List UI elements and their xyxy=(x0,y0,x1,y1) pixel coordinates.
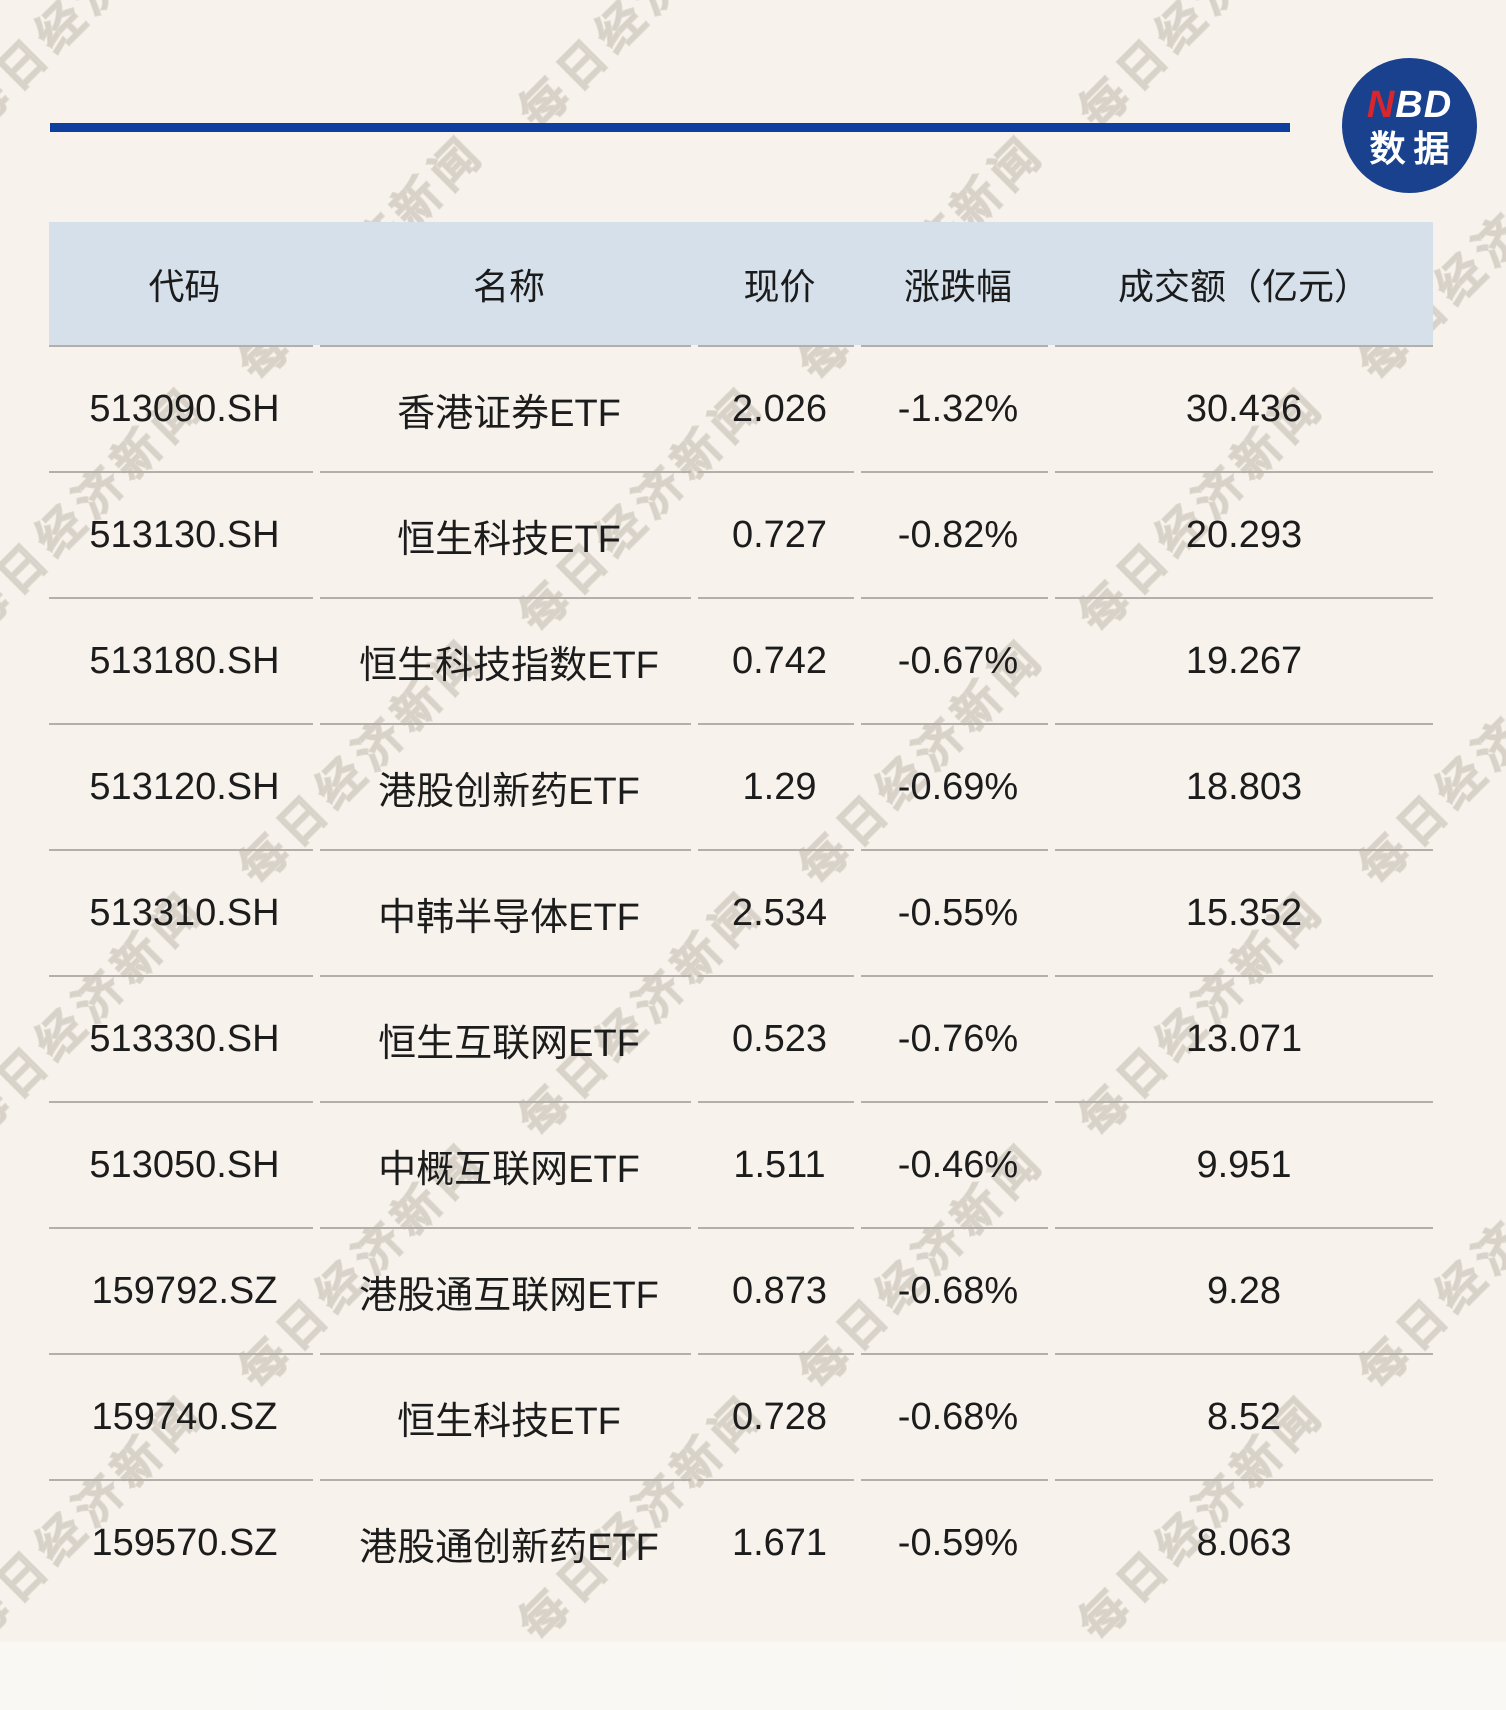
nbd-logo: NBD 数据 xyxy=(1342,58,1477,193)
etf-table: 代码 名称 现价 涨跌幅 成交额（亿元） 513090.SH 香港证券ETF 2… xyxy=(49,222,1433,1605)
name-cell: 恒生科技ETF xyxy=(397,518,621,561)
column-header-code: 代码 xyxy=(148,265,221,307)
table-row: 159792.SZ 港股通互联网ETF 0.873 -0.68% 9.28 xyxy=(49,1229,1433,1353)
change-cell: -0.55% xyxy=(897,891,1019,934)
name-cell: 港股通创新药ETF xyxy=(359,1526,659,1569)
name-cell: 港股通互联网ETF xyxy=(359,1274,659,1317)
change-cell: -0.76% xyxy=(897,1017,1019,1060)
row-divider xyxy=(49,975,1433,977)
change-cell: -0.67% xyxy=(897,639,1019,682)
name-cell: 中概互联网ETF xyxy=(378,1148,640,1191)
nbd-logo-text: NBD xyxy=(1367,86,1452,124)
code-cell: 159792.SZ xyxy=(91,1269,278,1312)
table-row: 513130.SH 恒生科技ETF 0.727 -0.82% 20.293 xyxy=(49,473,1433,597)
turnover-cell: 15.352 xyxy=(1185,891,1303,934)
price-cell: 2.534 xyxy=(731,891,828,934)
table-header-row: 代码 名称 现价 涨跌幅 成交额（亿元） xyxy=(49,222,1433,345)
row-divider xyxy=(49,471,1433,473)
table-row: 513120.SH 港股创新药ETF 1.29 -0.69% 18.803 xyxy=(49,725,1433,849)
row-divider xyxy=(49,723,1433,725)
turnover-cell: 9.951 xyxy=(1196,1143,1292,1186)
turnover-cell: 19.267 xyxy=(1185,639,1303,682)
table-row: 513180.SH 恒生科技指数ETF 0.742 -0.67% 19.267 xyxy=(49,599,1433,723)
name-cell: 恒生科技指数ETF xyxy=(359,644,659,687)
column-header-change: 涨跌幅 xyxy=(903,265,1012,307)
nbd-logo-n: N xyxy=(1366,84,1396,126)
code-cell: 513180.SH xyxy=(89,639,280,682)
code-cell: 513330.SH xyxy=(89,1017,280,1060)
column-header-turnover: 成交额（亿元） xyxy=(1117,265,1370,307)
change-cell: -0.46% xyxy=(897,1143,1019,1186)
table-row: 159570.SZ 港股通创新药ETF 1.671 -0.59% 8.063 xyxy=(49,1481,1433,1605)
table-row: 159740.SZ 恒生科技ETF 0.728 -0.68% 8.52 xyxy=(49,1355,1433,1479)
table-row: 513310.SH 中韩半导体ETF 2.534 -0.55% 15.352 xyxy=(49,851,1433,975)
price-cell: 0.728 xyxy=(731,1395,828,1438)
turnover-cell: 9.28 xyxy=(1207,1269,1281,1312)
name-cell: 港股创新药ETF xyxy=(378,770,640,813)
change-cell: -1.32% xyxy=(897,387,1019,430)
turnover-cell: 8.52 xyxy=(1207,1395,1281,1438)
row-divider xyxy=(49,1353,1433,1355)
change-cell: -0.82% xyxy=(897,513,1019,556)
turnover-cell: 13.071 xyxy=(1185,1017,1303,1060)
price-cell: 0.727 xyxy=(731,513,828,556)
nbd-logo-caption: 数据 xyxy=(1369,128,1458,169)
table-row: 513090.SH 香港证券ETF 2.026 -1.32% 30.436 xyxy=(49,347,1433,471)
code-cell: 513120.SH xyxy=(89,765,280,808)
row-divider xyxy=(49,1479,1433,1481)
turnover-cell: 20.293 xyxy=(1185,513,1303,556)
turnover-cell: 18.803 xyxy=(1185,765,1303,808)
change-cell: -0.68% xyxy=(897,1395,1019,1438)
column-header-name: 名称 xyxy=(472,265,545,307)
code-cell: 159740.SZ xyxy=(91,1395,278,1438)
price-cell: 2.026 xyxy=(731,387,828,430)
column-header-price: 现价 xyxy=(743,265,816,307)
name-cell: 恒生科技ETF xyxy=(397,1400,621,1443)
name-cell: 恒生互联网ETF xyxy=(378,1022,640,1065)
name-cell: 中韩半导体ETF xyxy=(378,896,640,939)
price-cell: 0.742 xyxy=(731,639,828,682)
price-cell: 1.671 xyxy=(731,1521,828,1564)
change-cell: -0.59% xyxy=(897,1521,1019,1564)
price-cell: 0.873 xyxy=(731,1269,828,1312)
header-rule xyxy=(50,123,1290,132)
row-divider xyxy=(49,1227,1433,1229)
price-cell: 1.511 xyxy=(733,1143,826,1186)
change-cell: -0.69% xyxy=(897,765,1019,808)
nbd-logo-bd: BD xyxy=(1395,84,1453,126)
price-cell: 1.29 xyxy=(742,765,817,808)
row-divider xyxy=(49,849,1433,851)
table-row: 513330.SH 恒生互联网ETF 0.523 -0.76% 13.071 xyxy=(49,977,1433,1101)
row-divider xyxy=(49,1101,1433,1103)
header-divider xyxy=(49,345,1433,347)
change-cell: -0.68% xyxy=(897,1269,1019,1312)
code-cell: 159570.SZ xyxy=(91,1521,278,1564)
turnover-cell: 8.063 xyxy=(1196,1521,1292,1564)
footer-strip xyxy=(0,1642,1506,1710)
code-cell: 513130.SH xyxy=(89,513,280,556)
name-cell: 香港证券ETF xyxy=(397,392,621,435)
table-row: 513050.SH 中概互联网ETF 1.511 -0.46% 9.951 xyxy=(49,1103,1433,1227)
code-cell: 513310.SH xyxy=(89,891,280,934)
code-cell: 513090.SH xyxy=(89,387,280,430)
price-cell: 0.523 xyxy=(731,1017,828,1060)
code-cell: 513050.SH xyxy=(89,1143,280,1186)
turnover-cell: 30.436 xyxy=(1185,387,1303,430)
row-divider xyxy=(49,597,1433,599)
